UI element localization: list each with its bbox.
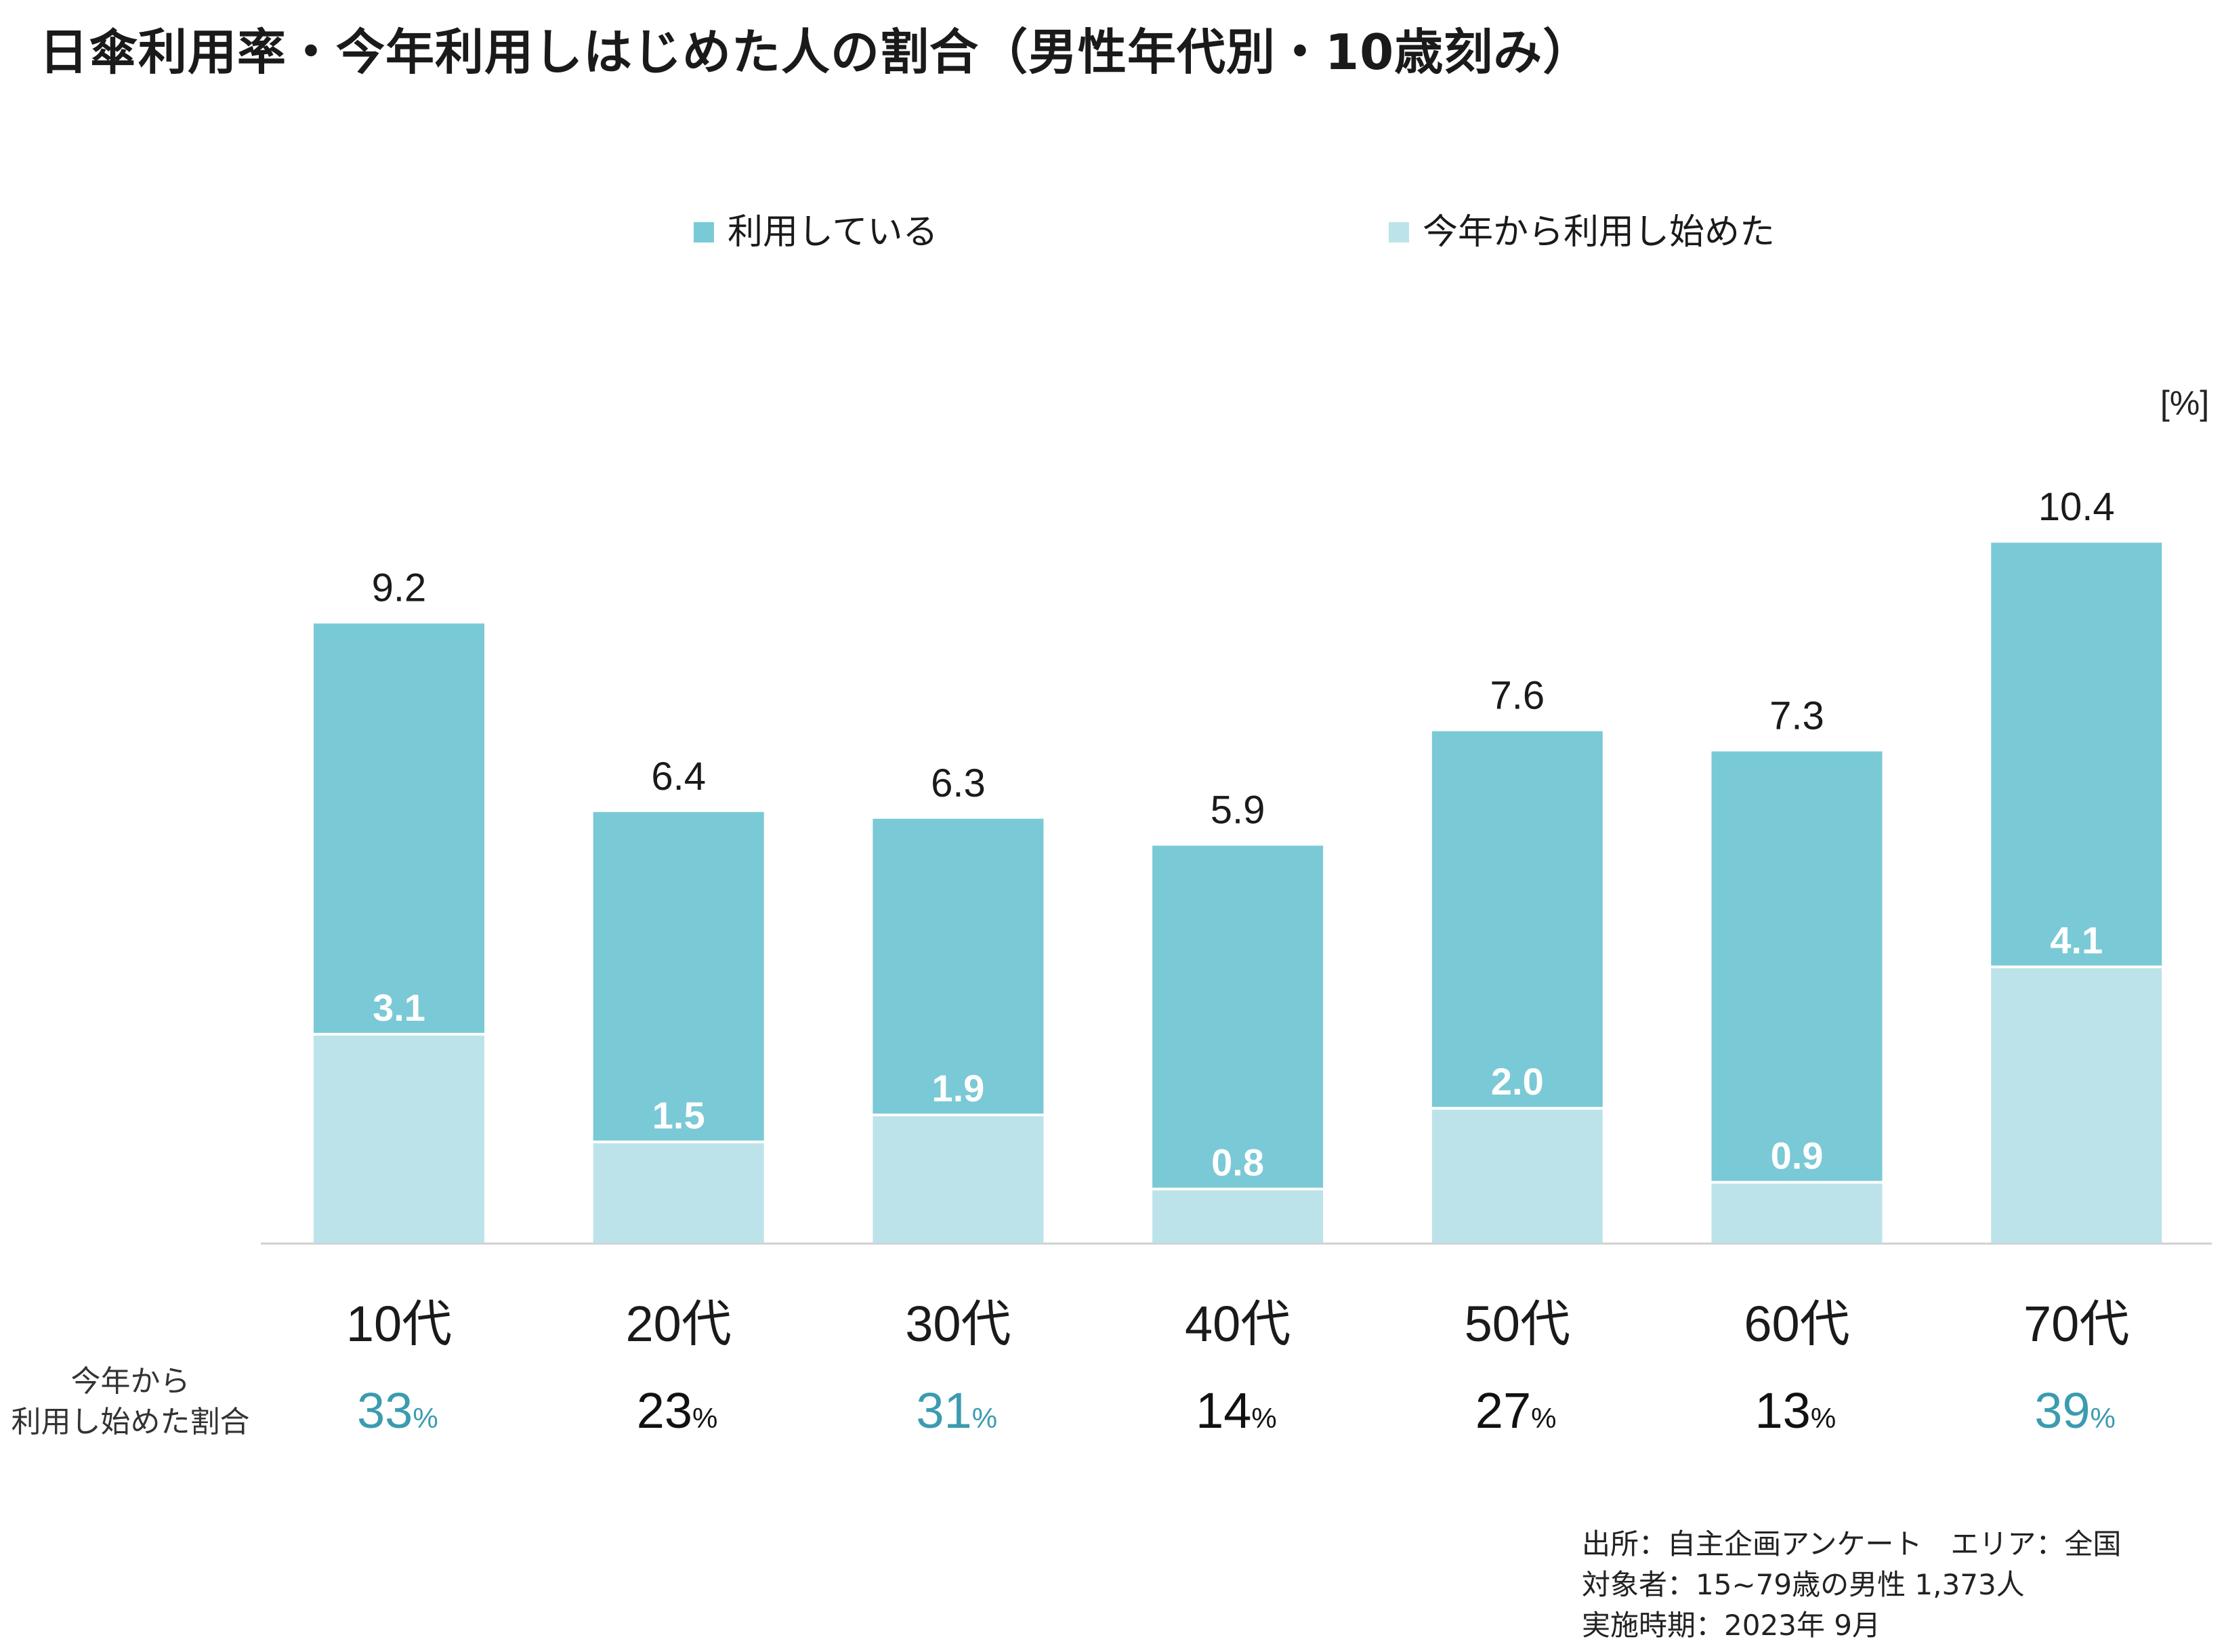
- x-tick-label: 40代: [1185, 1296, 1291, 1352]
- bar-started: [1991, 967, 2162, 1243]
- ratio-value: 33%: [357, 1382, 438, 1439]
- bar-started: [1711, 1182, 1883, 1243]
- ratio-number: 14: [1196, 1382, 1252, 1439]
- legend-swatch-started: [1389, 221, 1409, 242]
- data-label-started: 4.1: [2050, 918, 2103, 961]
- ratio-percent-sign: %: [971, 1402, 998, 1434]
- bar-using: [1991, 543, 2162, 967]
- x-tick-label: 30代: [905, 1296, 1011, 1352]
- data-label-total: 6.4: [651, 755, 706, 799]
- legend-item-using: 利用している: [694, 203, 938, 254]
- ratio-percent-sign: %: [692, 1402, 718, 1434]
- bar-started: [1431, 1108, 1603, 1243]
- legend-item-started: 今年から利用し始めた: [1389, 203, 1775, 254]
- ratio-value: 13%: [1755, 1382, 1837, 1439]
- source-line1: 出所：自主企画アンケート エリア：全国: [1582, 1527, 2122, 1561]
- data-label-total: 7.6: [1490, 674, 1545, 718]
- x-tick-label: 10代: [346, 1296, 452, 1352]
- ratio-number: 33: [357, 1382, 413, 1439]
- bar-using: [1711, 751, 1883, 1183]
- ratio-label-line2: 利用し始めた割合: [11, 1405, 250, 1439]
- ratio-value: 27%: [1475, 1382, 1557, 1439]
- ratio-number: 13: [1755, 1382, 1811, 1439]
- ratio-value: 31%: [916, 1382, 997, 1439]
- ratio-percent-sign: %: [2090, 1402, 2116, 1434]
- bar-started: [593, 1141, 764, 1243]
- x-tick-label: 50代: [1465, 1296, 1570, 1352]
- ratio-percent-sign: %: [1531, 1402, 1557, 1434]
- ratio-percent-sign: %: [413, 1402, 438, 1434]
- unit-label: [%]: [2160, 384, 2209, 422]
- ratio-percent-sign: %: [1810, 1402, 1837, 1434]
- bar-using: [593, 811, 764, 1142]
- bar-started: [1152, 1189, 1324, 1243]
- x-tick-label: 20代: [626, 1296, 732, 1352]
- data-label-started: 1.5: [652, 1094, 705, 1137]
- data-label-started: 0.8: [1211, 1141, 1264, 1183]
- ratio-number: 31: [916, 1382, 972, 1439]
- bar-using: [1431, 731, 1603, 1109]
- data-label-total: 5.9: [1211, 788, 1265, 832]
- ratio-number: 23: [636, 1382, 692, 1439]
- ratio-row-label: 今年から 利用し始めた割合: [0, 1361, 261, 1443]
- data-label-total: 6.3: [931, 761, 986, 805]
- data-label-total: 10.4: [2038, 485, 2115, 529]
- bar-started: [314, 1034, 484, 1243]
- x-tick-label: 70代: [2023, 1296, 2129, 1352]
- ratio-label-line1: 今年から: [70, 1364, 190, 1399]
- data-label-started: 2.0: [1491, 1060, 1544, 1103]
- bar-using: [873, 818, 1044, 1116]
- data-label-started: 0.9: [1771, 1135, 1824, 1177]
- data-label-total: 9.2: [372, 566, 427, 610]
- legend-label-started: 今年から利用し始めた: [1423, 212, 1776, 253]
- legend-label-using: 利用している: [728, 212, 938, 253]
- ratio-value: 14%: [1196, 1382, 1277, 1439]
- ratio-percent-sign: %: [1251, 1402, 1277, 1434]
- data-label-started: 3.1: [373, 986, 425, 1029]
- data-label-total: 7.3: [1769, 694, 1824, 738]
- bar-started: [873, 1115, 1044, 1243]
- ratio-number: 39: [2034, 1382, 2091, 1439]
- data-label-started: 1.9: [931, 1067, 984, 1109]
- x-tick-label: 60代: [1744, 1296, 1849, 1352]
- bar-using: [314, 623, 484, 1034]
- source-line3: 実施時期：2023年 9月: [1582, 1609, 1881, 1642]
- ratio-value: 23%: [637, 1382, 718, 1439]
- source-note: 出所：自主企画アンケート エリア：全国 対象者：15~79歳の男性 1,373人実…: [1582, 1524, 2121, 1646]
- legend-swatch-using: [694, 221, 714, 242]
- ratio-value: 39%: [2034, 1382, 2116, 1439]
- chart-title: 日傘利用率・今年利用しはじめた人の割合（男性年代別・10歳刻み）: [39, 24, 1593, 81]
- source-line2: 対象者：15~79歳の男性 1,373人: [1582, 1568, 2025, 1601]
- bar-using: [1152, 845, 1324, 1189]
- ratio-number: 27: [1475, 1382, 1532, 1439]
